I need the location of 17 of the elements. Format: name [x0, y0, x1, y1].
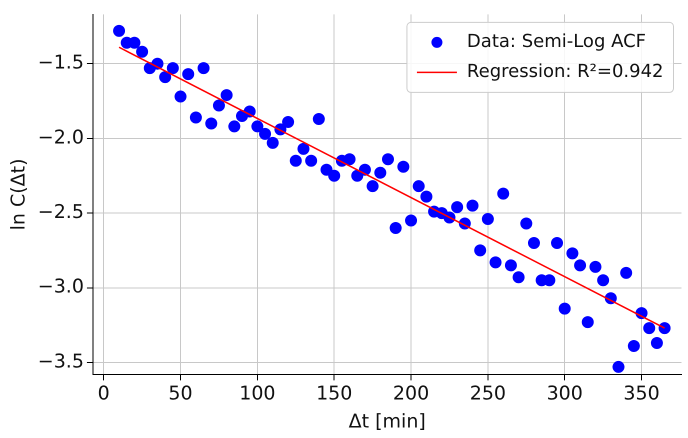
x-tick-label: 50	[168, 382, 193, 405]
x-tick-label: 0	[98, 382, 110, 405]
x-tick-label: 300	[546, 382, 583, 405]
legend-label: Data: Semi-Log ACF	[466, 31, 646, 52]
y-tick-label: −2.5	[38, 201, 84, 224]
x-tick-label: 350	[623, 382, 660, 405]
x-tick-label: 100	[239, 382, 276, 405]
x-tick-label: 150	[316, 382, 352, 405]
y-tick-label: −1.5	[38, 52, 84, 74]
legend-label: Regression: R²=0.942	[466, 61, 664, 82]
y-axis-title: ln C(Δt)	[7, 158, 30, 230]
x-tick-label: 200	[392, 382, 430, 405]
x-tick-label: 250	[470, 382, 506, 405]
y-tick-label: −2.0	[38, 126, 84, 148]
x-axis-title: Δt [min]	[348, 410, 426, 433]
y-tick-label: −3.5	[38, 350, 84, 372]
y-tick-label: −3.0	[38, 276, 84, 298]
